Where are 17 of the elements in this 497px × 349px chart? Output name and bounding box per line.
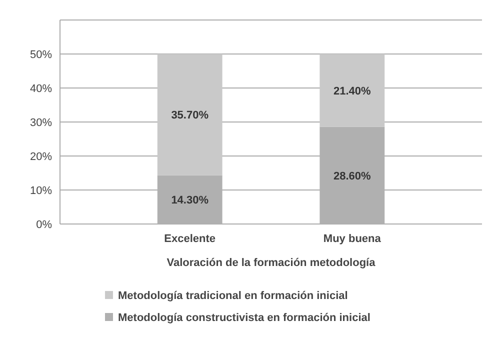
data-label: 28.60% — [334, 170, 372, 182]
y-tick-label: 30% — [30, 117, 52, 129]
y-tick-label: 20% — [30, 151, 52, 163]
y-tick-label: 0% — [36, 219, 52, 231]
data-label: 14.30% — [171, 194, 209, 207]
x-axis-title: Valoración de la formación metodología — [166, 257, 376, 269]
data-label: 21.40% — [334, 85, 372, 98]
y-tick-label: 50% — [30, 49, 52, 61]
legend-label: Metodología constructivista en formación inicial — [118, 312, 370, 324]
data-label: 35.70% — [171, 110, 209, 122]
bar — [320, 54, 385, 127]
x-tick-label: Muy buena — [323, 233, 382, 245]
bar — [157, 54, 222, 176]
y-tick-label: 40% — [30, 83, 52, 95]
legend-label: Metodología tradicional en formación inicial — [118, 290, 348, 302]
y-tick-label: 10% — [30, 185, 52, 197]
x-tick-label: Excelente — [164, 233, 216, 245]
